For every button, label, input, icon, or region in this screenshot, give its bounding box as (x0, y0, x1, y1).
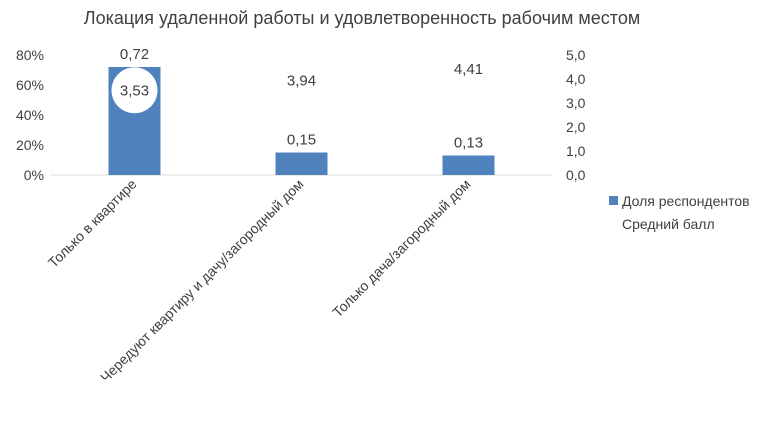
score-data-label: 3,94 (287, 72, 316, 89)
left-tick-label: 0% (24, 167, 44, 183)
markers: 3,53 3,94 4,41 (111, 46, 492, 114)
bar-share (442, 155, 495, 175)
right-tick-label: 1,0 (566, 143, 586, 159)
bar-data-label: 0,15 (287, 132, 316, 149)
score-data-label: 4,41 (454, 61, 483, 78)
legend-swatch-share (609, 196, 618, 205)
right-tick-label: 4,0 (566, 71, 586, 87)
left-tick-label: 60% (16, 77, 44, 93)
right-tick-label: 3,0 (566, 95, 586, 111)
chart-title: Локация удаленной работы и удовлетворенн… (84, 8, 640, 28)
left-axis: 0% 20% 40% 60% 80% (16, 47, 44, 183)
category-label: Только в квартире (45, 176, 140, 271)
right-axis: 0,0 1,0 2,0 3,0 4,0 5,0 (566, 47, 586, 183)
score-marker (111, 67, 158, 114)
right-tick-label: 0,0 (566, 167, 586, 183)
bar-data-label: 0,13 (454, 135, 483, 152)
left-tick-label: 80% (16, 47, 44, 63)
category-label: Только дача/загородный дом (329, 176, 473, 320)
bar-data-label: 0,72 (120, 46, 149, 63)
legend-label-share: Доля респондентов (622, 193, 750, 209)
bar-share (275, 152, 328, 175)
score-marker (445, 46, 492, 93)
left-tick-label: 20% (16, 137, 44, 153)
left-tick-label: 40% (16, 107, 44, 123)
legend: Доля респондентов Средний балл (609, 193, 750, 232)
score-data-label: 3,53 (120, 82, 149, 99)
category-label: Чередуют квартиру и дачу/загородный дом (97, 176, 307, 386)
legend-label-score: Средний балл (622, 216, 715, 232)
score-marker (278, 57, 325, 104)
right-tick-label: 5,0 (566, 47, 586, 63)
right-tick-label: 2,0 (566, 119, 586, 135)
